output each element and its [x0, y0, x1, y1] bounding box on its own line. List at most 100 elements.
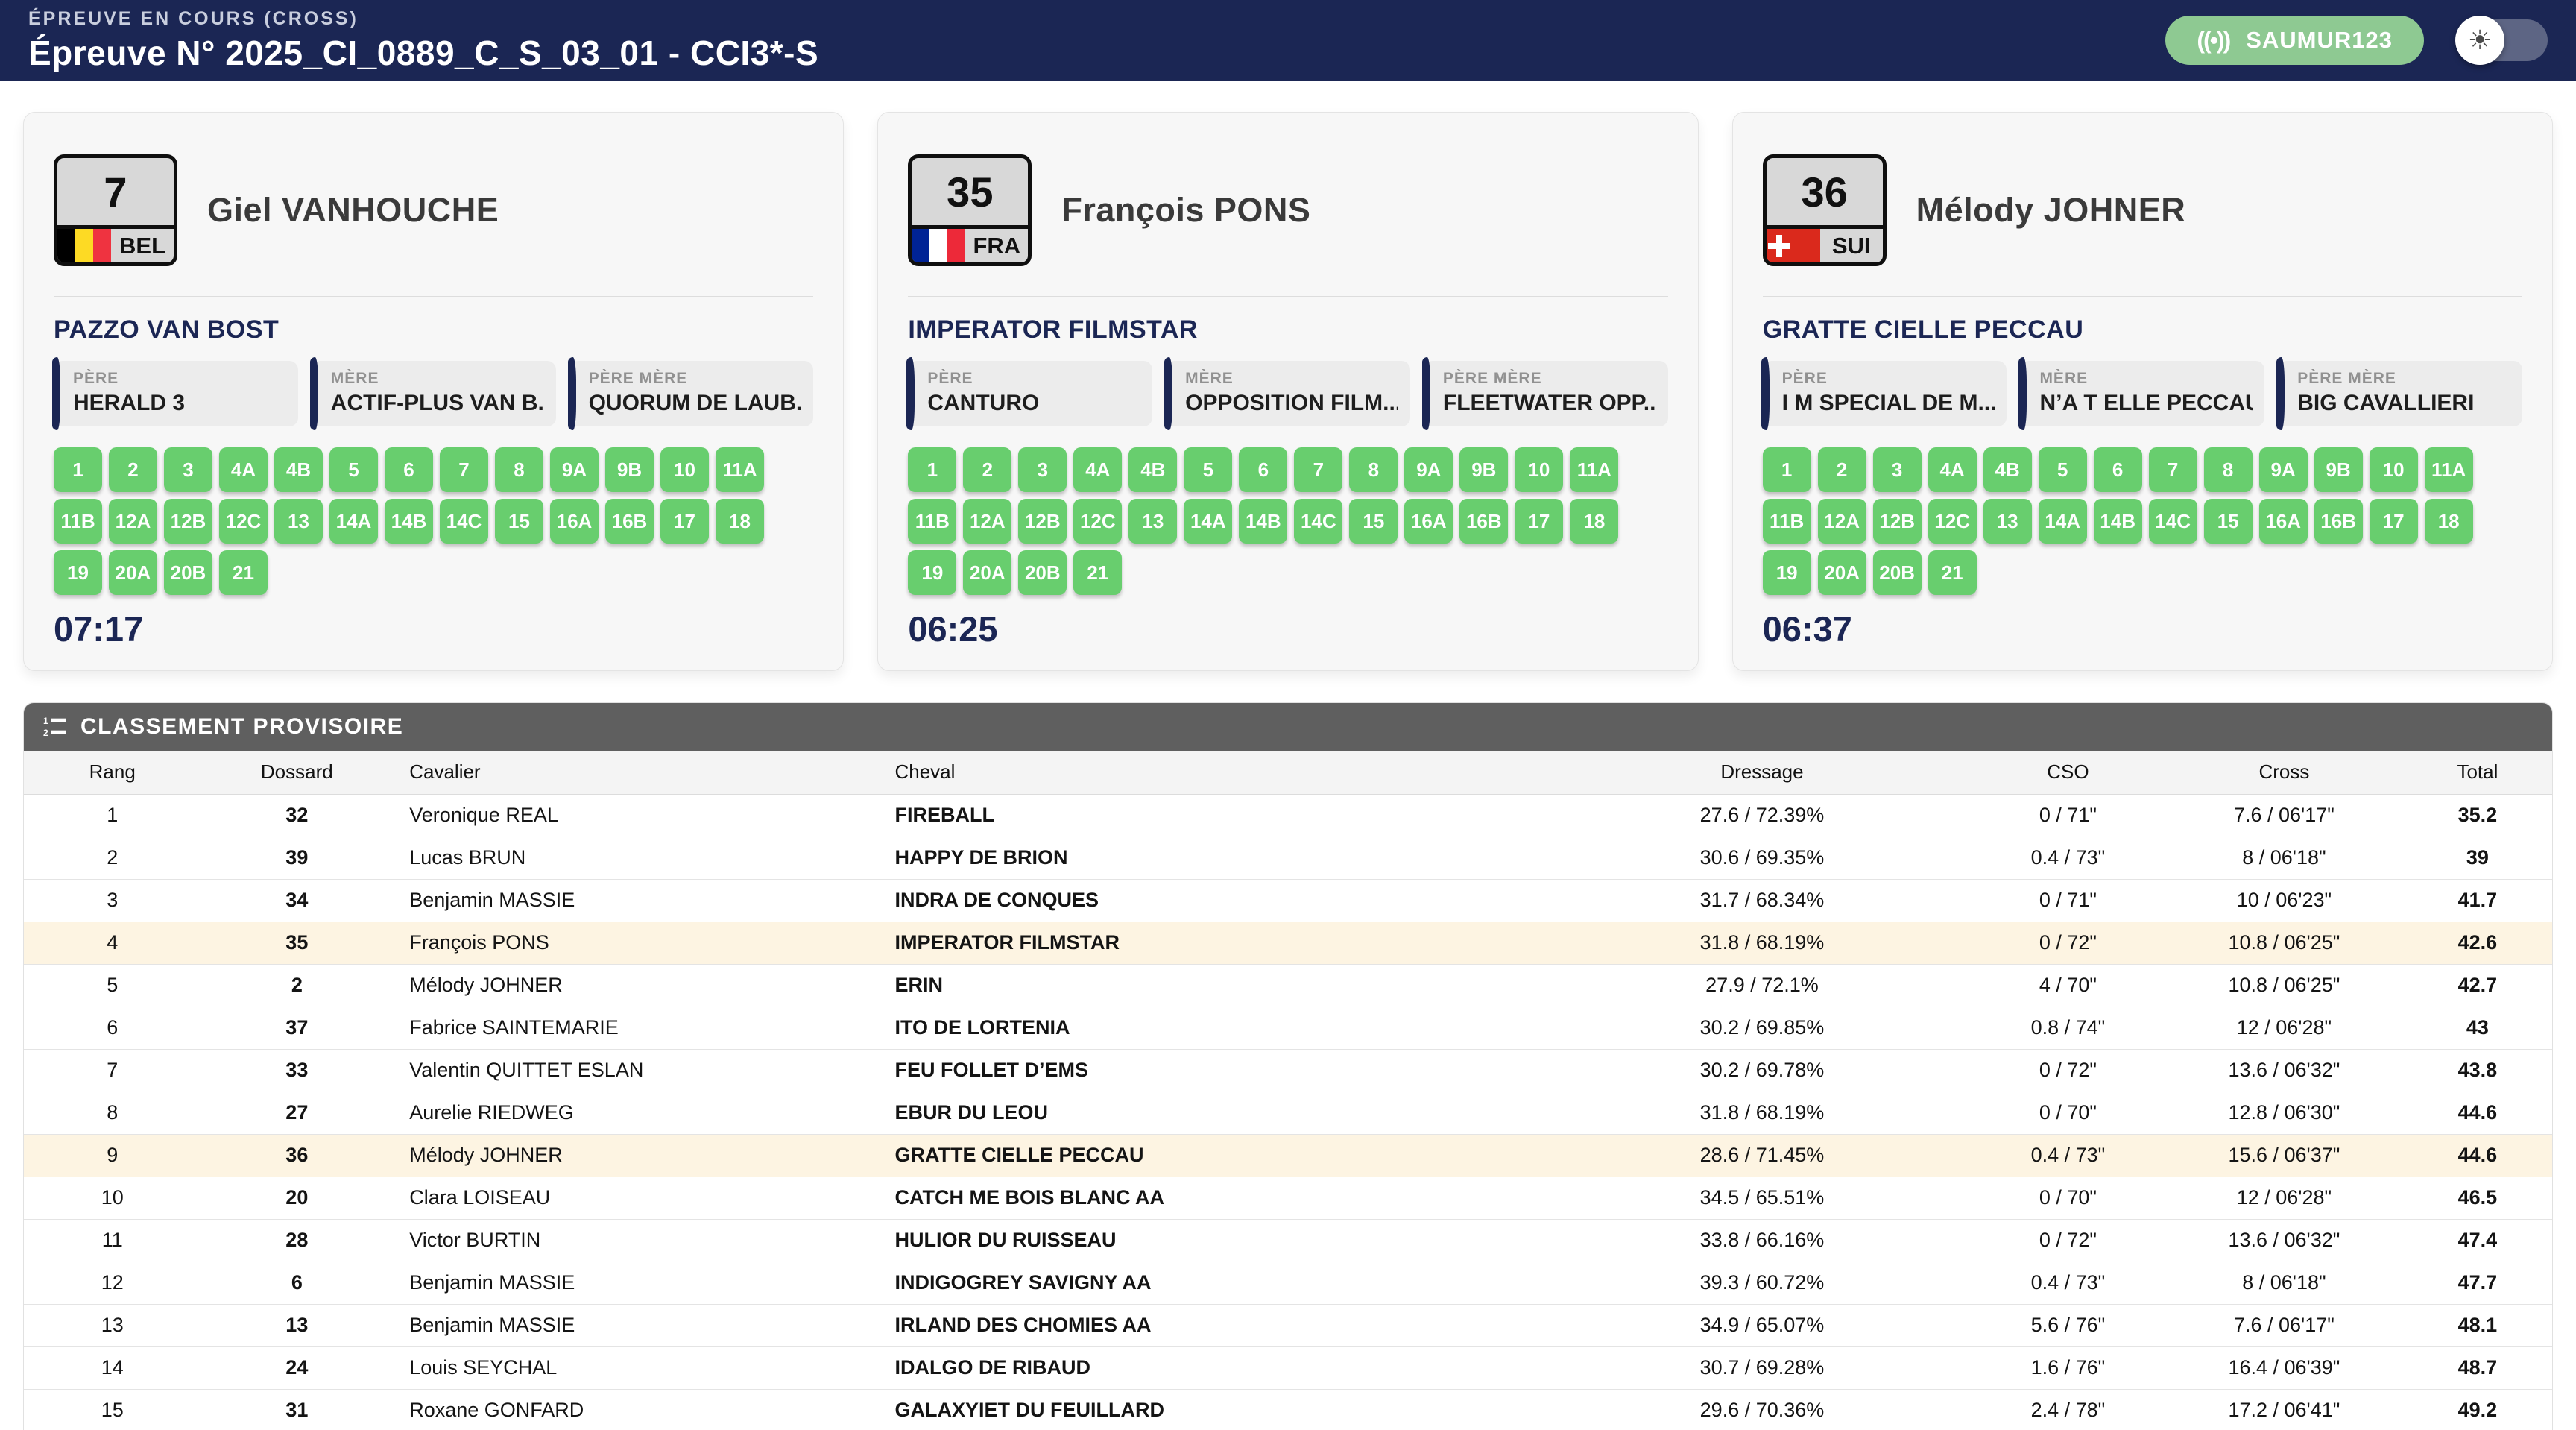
fence-chip: 9A: [2258, 447, 2308, 492]
venue-badge[interactable]: ((•)) SAUMUR123: [2165, 16, 2424, 65]
cell-cross: 16.4 / 06'39": [2165, 1346, 2403, 1390]
competitor-card-head: 35 FRA François PONS: [908, 139, 1667, 281]
fence-chip: 17: [2369, 499, 2418, 544]
ranking-table: Rang Dossard Cavalier Cheval Dressage CSO Cros…: [24, 751, 2552, 1430]
cell-total: 48.1: [2402, 1304, 2552, 1347]
competitor-card: 7 BEL Giel VANHOUCHE PAZZO VAN BOST PÈRE…: [23, 112, 845, 671]
cell-dossard: 6: [201, 1262, 394, 1305]
svg-text:2: 2: [43, 728, 48, 738]
fence-chip: 21: [219, 550, 268, 595]
pedigree-label: PÈRE: [927, 370, 973, 387]
cell-cso: 0.8 / 74": [1970, 1007, 2165, 1050]
pedigree-row: PÈRE CANTURO MÈRE OPPOSITION FILM... PÈR…: [906, 357, 1668, 430]
cell-rang: 13: [24, 1304, 201, 1347]
competitor-card-head: 36 SUI Mélody JOHNER: [1762, 139, 2522, 281]
fence-chip: 20A: [1817, 550, 1866, 595]
fence-chip: 18: [2424, 499, 2473, 544]
cell-rang: 11: [24, 1219, 201, 1262]
cell-total: 43: [2402, 1007, 2552, 1050]
cell-total: 44.6: [2402, 1092, 2552, 1135]
cell-cheval: INDIGOGREY SAVIGNY AA: [878, 1262, 1554, 1305]
ranking-row: 15 31 Roxane GONFARD GALAXYIET DU FEUILLARD…: [24, 1389, 2552, 1430]
cell-cso: 0.4 / 73": [1970, 837, 2165, 880]
cell-total: 39: [2402, 837, 2552, 880]
ranking-row: 10 20 Clara LOISEAU CATCH ME BOIS BLANC AA 3…: [24, 1177, 2552, 1220]
fence-chip: 20B: [1872, 550, 1922, 595]
fence-chip: 8: [495, 447, 543, 492]
cell-cheval: HULIOR DU RUISSEAU: [878, 1219, 1554, 1262]
cell-total: 47.7: [2402, 1262, 2552, 1305]
column-header-rang: Rang: [24, 751, 201, 795]
theme-toggle-knob: ☀: [2455, 16, 2504, 65]
cell-total: 47.4: [2402, 1219, 2552, 1262]
event-status-label: ÉPREUVE EN COURS (CROSS): [28, 7, 359, 29]
ranking-row: 12 6 Benjamin MASSIE INDIGOGREY SAVIGNY AA 3…: [24, 1262, 2552, 1305]
cell-rang: 5: [24, 964, 201, 1007]
fence-chip: 5: [329, 447, 378, 492]
cell-dressage: 30.6 / 69.35%: [1553, 837, 1971, 880]
fence-chip: 4A: [1928, 447, 1977, 492]
cell-cross: 10 / 06'23": [2165, 879, 2403, 922]
fence-chip: 16A: [2258, 499, 2308, 544]
cell-dossard: 32: [201, 794, 394, 837]
fence-chip: 14B: [1239, 499, 1288, 544]
card-divider: [1762, 296, 2522, 297]
fence-status-row: 1 2 3 4A 4B 5 6 7 8 9A 9B 10 11A 11B 12A 12B 12C 13 14A 14B…: [908, 447, 1667, 595]
elapsed-time: 06:37: [1762, 609, 1852, 649]
theme-toggle[interactable]: ☀: [2455, 16, 2548, 65]
cell-total: 49.2: [2402, 1389, 2552, 1430]
fence-chip: 2: [1817, 447, 1866, 492]
pedigree-value: CANTURO: [927, 391, 1040, 415]
fence-chip: 12A: [963, 499, 1012, 544]
cell-dressage: 31.7 / 68.34%: [1553, 879, 1971, 922]
ranking-title: CLASSEMENT PROVISOIRE: [80, 714, 404, 739]
cell-dossard: 20: [201, 1177, 394, 1220]
swiss-cross-icon: [1767, 233, 1820, 259]
cell-cheval: ERIN: [878, 964, 1554, 1007]
pedigree-label: PÈRE: [1781, 370, 1828, 387]
ordered-list-icon: 1 2: [43, 715, 67, 739]
cell-dressage: 28.6 / 71.45%: [1553, 1134, 1971, 1177]
cell-cheval: GALAXYIET DU FEUILLARD: [878, 1389, 1554, 1430]
pedigree-box: PÈRE I M SPECIAL DE M...: [1761, 357, 2007, 430]
fence-chip: 9B: [2314, 447, 2363, 492]
cell-total: 48.7: [2402, 1346, 2552, 1390]
ranking-title-bar: 1 2 CLASSEMENT PROVISOIRE: [24, 703, 2552, 751]
fence-chip: 7: [1294, 447, 1343, 492]
plate-country-strip: FRA: [912, 225, 1029, 262]
fence-chip: 1: [54, 447, 102, 492]
cell-dressage: 34.5 / 65.51%: [1553, 1177, 1971, 1220]
cell-cheval: FEU FOLLET D’EMS: [878, 1049, 1554, 1092]
cell-cross: 13.6 / 06'32": [2165, 1049, 2403, 1092]
fence-chip: 6: [385, 447, 433, 492]
card-divider: [908, 296, 1668, 297]
fence-chip: 20B: [164, 550, 212, 595]
rider-name: François PONS: [1061, 191, 1311, 229]
ranking-row: 7 33 Valentin QUITTET ESLAN FEU FOLLET D’EM…: [24, 1049, 2552, 1092]
pedigree-label: PÈRE MÈRE: [1442, 370, 1542, 387]
column-header-dossard: Dossard: [201, 751, 394, 795]
cell-dossard: 24: [201, 1346, 394, 1390]
pedigree-box: PÈRE HERALD 3: [52, 357, 298, 430]
start-number-plate: 35 FRA: [908, 154, 1032, 266]
cell-rang: 3: [24, 879, 201, 922]
fence-chip: 1: [1762, 447, 1811, 492]
broadcast-icon: ((•)): [2197, 26, 2231, 54]
cell-cross: 12 / 06'28": [2165, 1007, 2403, 1050]
cell-cross: 8 / 06'18": [2165, 1262, 2403, 1305]
cell-cross: 17.2 / 06'41": [2165, 1389, 2403, 1430]
start-number-plate: 36 SUI: [1762, 154, 1887, 266]
fence-chip: 3: [1018, 447, 1067, 492]
fence-chip: 4B: [1983, 447, 2032, 492]
fence-chip: 4B: [1128, 447, 1178, 492]
fence-chip: 11B: [54, 499, 102, 544]
cell-total: 42.7: [2402, 964, 2552, 1007]
cell-dressage: 31.8 / 68.19%: [1553, 922, 1971, 965]
cell-cheval: ITO DE LORTENIA: [878, 1007, 1554, 1050]
pedigree-label: MÈRE: [330, 370, 379, 387]
cell-cross: 7.6 / 06'17": [2165, 794, 2403, 837]
cell-cavalier: Lucas BRUN: [393, 837, 879, 880]
fence-chip: 13: [1983, 499, 2032, 544]
elapsed-time: 06:25: [908, 609, 998, 649]
cell-dressage: 34.9 / 65.07%: [1553, 1304, 1971, 1347]
